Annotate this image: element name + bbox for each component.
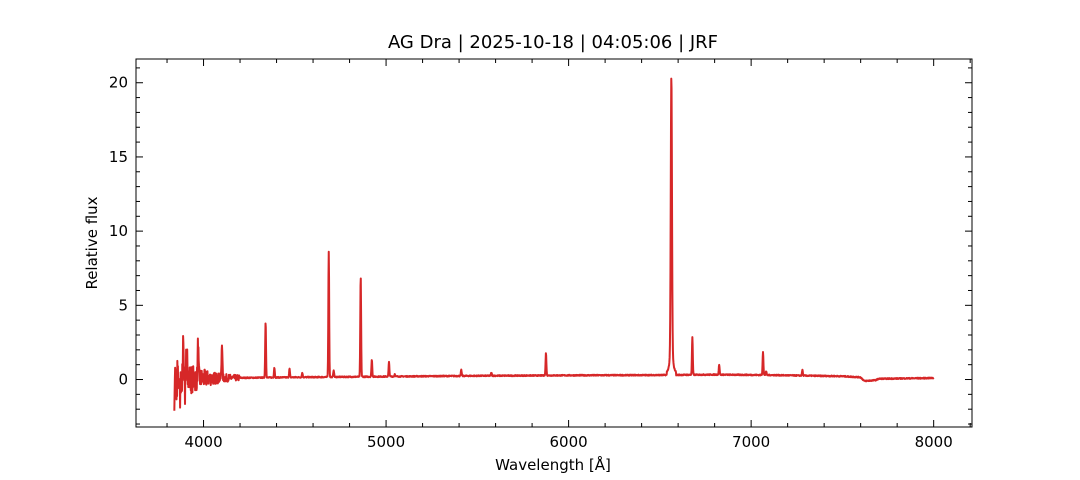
spectrum-line [173, 77, 935, 411]
x-axis-label: Wavelength [Å] [495, 455, 611, 474]
x-tick-label: 7000 [732, 433, 770, 451]
chart-title: AG Dra | 2025-10-18 | 04:05:06 | JRF [388, 32, 718, 53]
x-tick-label: 8000 [915, 433, 953, 451]
y-tick-label: 20 [109, 74, 128, 92]
y-tick-label: 10 [109, 222, 128, 240]
y-tick-label: 5 [118, 296, 128, 314]
x-tick-label: 4000 [184, 433, 222, 451]
y-tick-label: 0 [118, 371, 128, 389]
x-tick-label: 6000 [550, 433, 588, 451]
x-tick-label: 5000 [367, 433, 405, 451]
y-axis-label: Relative flux [83, 196, 101, 289]
plot-frame [135, 58, 973, 428]
plot-layer: 4000 5000 6000 7000 8000 0 5 10 15 20 [109, 58, 973, 451]
y-tick-label: 15 [109, 148, 128, 166]
